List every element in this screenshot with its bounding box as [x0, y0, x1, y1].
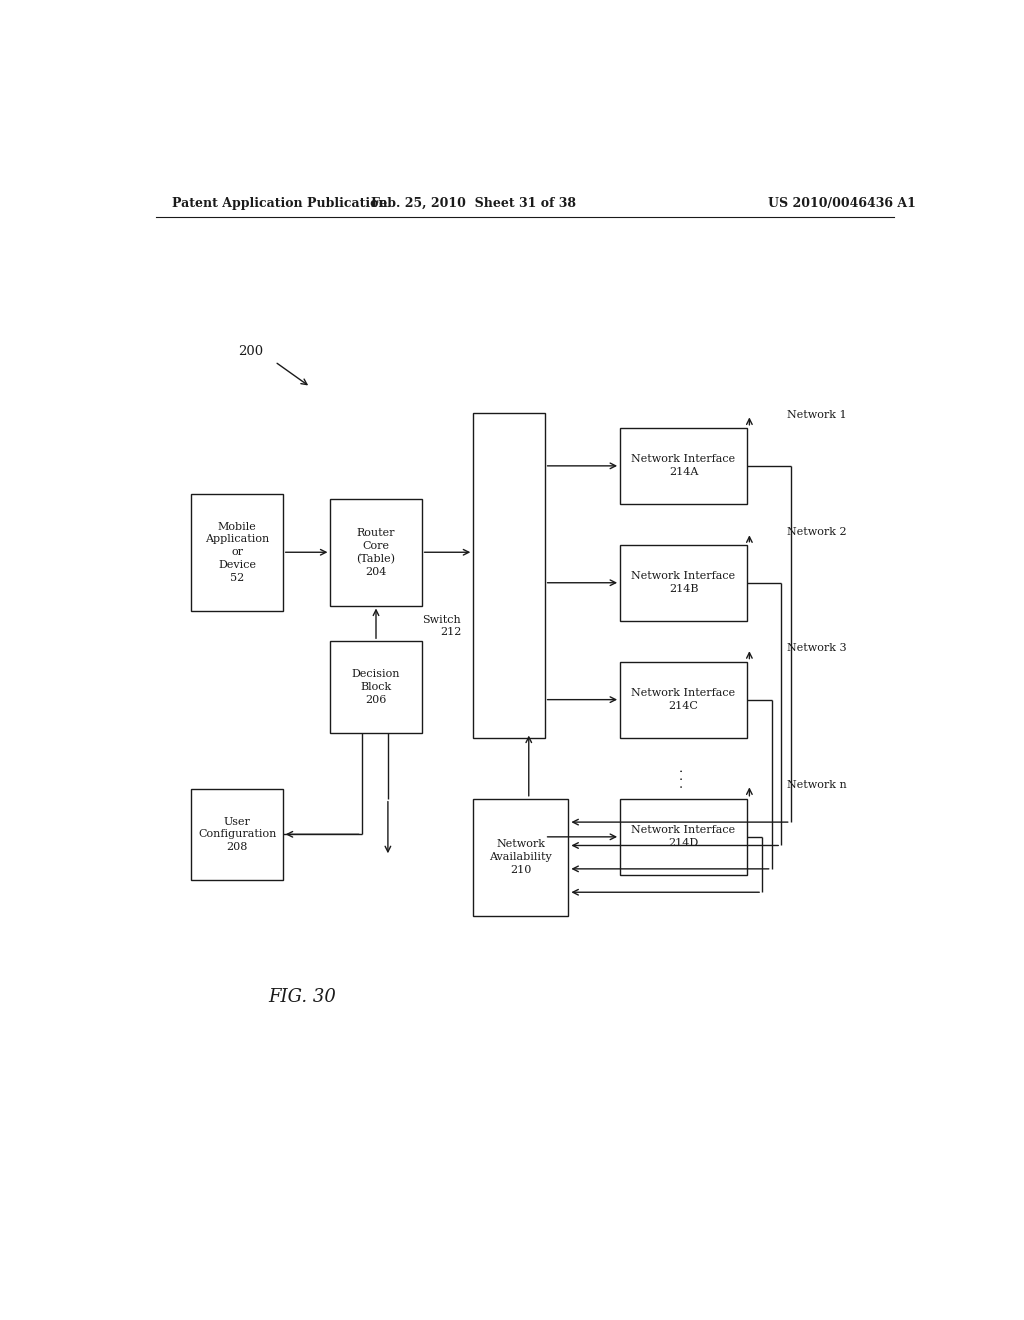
Text: Network 3: Network 3	[786, 643, 846, 653]
Text: Network Interface
214C: Network Interface 214C	[632, 688, 735, 711]
Text: User
Configuration
208: User Configuration 208	[198, 817, 276, 853]
Bar	[191, 494, 283, 611]
Text: Network n: Network n	[786, 780, 847, 789]
Text: Mobile
Application
or
Device
52: Mobile Application or Device 52	[205, 521, 269, 583]
Text: . . .: . . .	[673, 768, 686, 788]
Text: Network Interface
214D: Network Interface 214D	[632, 825, 735, 849]
Bar	[620, 661, 746, 738]
Text: 200: 200	[239, 345, 263, 358]
Text: Router
Core
(Table)
204: Router Core (Table) 204	[356, 528, 395, 577]
Text: Network Interface
214B: Network Interface 214B	[632, 572, 735, 594]
Bar	[473, 799, 568, 916]
Bar	[620, 545, 746, 620]
Text: FIG. 30: FIG. 30	[268, 987, 337, 1006]
Text: Network 1: Network 1	[786, 409, 846, 420]
Text: Decision
Block
206: Decision Block 206	[352, 669, 400, 705]
Text: Network Interface
214A: Network Interface 214A	[632, 454, 735, 478]
Text: Patent Application Publication: Patent Application Publication	[172, 197, 387, 210]
Text: US 2010/0046436 A1: US 2010/0046436 A1	[768, 197, 916, 210]
Bar	[331, 499, 422, 606]
Text: Network
Availability
210: Network Availability 210	[489, 840, 552, 875]
Text: Network 2: Network 2	[786, 528, 846, 537]
Bar	[191, 788, 283, 880]
Bar	[620, 799, 746, 875]
Bar	[473, 412, 545, 738]
Text: Switch
212: Switch 212	[423, 615, 461, 638]
Bar	[620, 428, 746, 504]
Text: Feb. 25, 2010  Sheet 31 of 38: Feb. 25, 2010 Sheet 31 of 38	[371, 197, 575, 210]
Bar	[331, 642, 422, 733]
